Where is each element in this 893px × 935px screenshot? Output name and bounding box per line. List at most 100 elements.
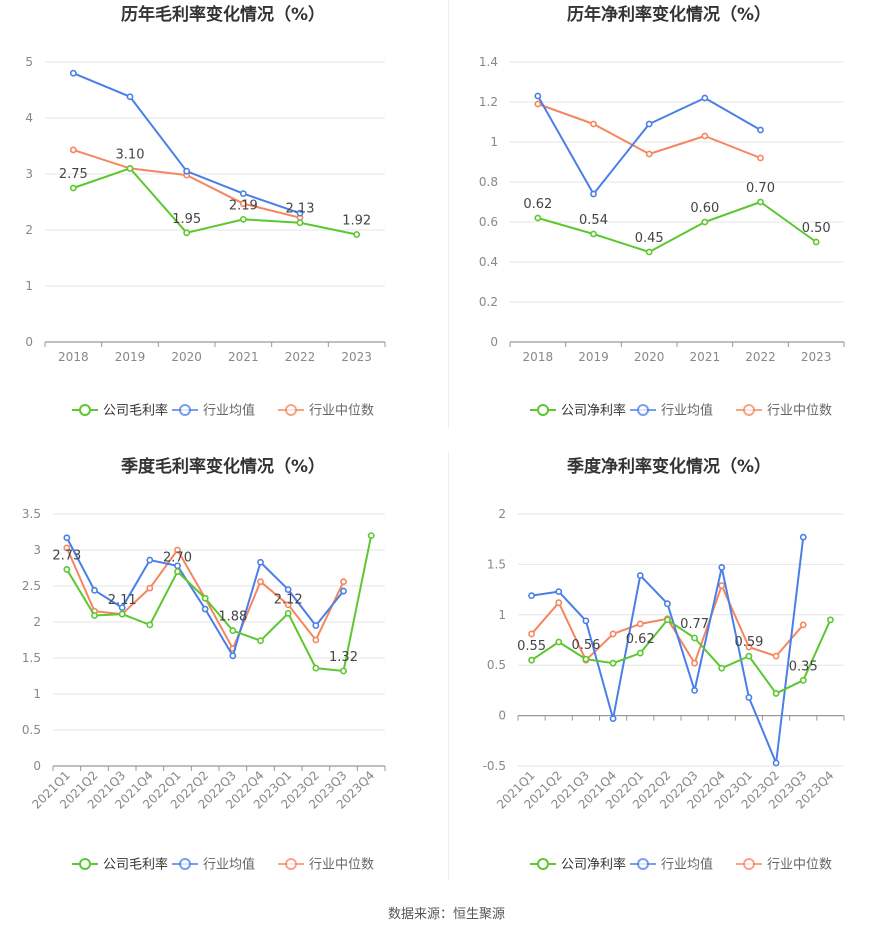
y-tick-label: 2 [33,615,41,629]
data-point [772,652,780,660]
quarterly-net-margin-chart: 季度净利率变化情况（%） -0.5 0 0.5 1 1.5 2 2021Q1 2021Q2 202… [446,452,892,892]
data-label: 2.70 [163,551,192,566]
data-point [757,154,764,162]
y-tick-label: 1.5 [487,557,506,571]
data-point [799,676,807,684]
data-point [664,616,671,624]
legend-swatch-marker [537,404,549,416]
y-tick-label: 0.6 [479,215,498,229]
data-point [340,587,347,595]
data-point [745,694,753,701]
legend-swatch-marker [79,858,91,870]
data-point [69,146,77,154]
data-label: 0.59 [734,635,763,650]
data-label: 1.88 [218,610,247,625]
legend-label: 公司毛利率 [103,403,168,419]
data-point [174,546,181,554]
data-point [636,572,644,579]
legend-swatch-marker [637,404,649,416]
data-point [609,630,617,638]
data-point [757,198,764,206]
data-point [126,93,134,101]
data-label: 0.60 [690,201,719,216]
data-point [609,659,617,667]
data-label: 0.35 [789,659,818,674]
y-tick-label: 3.5 [22,507,41,521]
data-point [312,622,320,629]
data-point [229,627,237,635]
x-tick-label: 2018 [523,350,554,364]
y-tick-label: 0.2 [479,295,498,309]
data-label: 0.62 [626,632,655,647]
y-tick-label: 1.2 [479,95,498,109]
y-tick-label: 3 [25,167,33,181]
y-tick-label: 2.5 [22,579,41,593]
legend-label: 公司净利率 [561,403,626,419]
data-point [555,588,563,596]
series-line [531,618,832,695]
data-point [201,605,209,613]
y-tick-label: 0.5 [22,723,41,737]
data-point [239,190,247,197]
x-tick-label: 2022 [285,350,316,364]
chart-title: 历年净利率变化情况（%） [567,4,771,25]
data-point [91,612,98,619]
y-tick-label: 1.5 [22,651,41,665]
data-point [645,120,653,128]
data-point [284,586,292,593]
data-point [718,582,726,589]
data-point [312,636,320,644]
y-tick-label: 1 [33,687,41,701]
data-label: 0.70 [746,181,775,196]
data-source-note: 数据来源：恒生聚源 [387,907,505,922]
data-point [772,690,780,697]
data-label: 2.11 [108,593,137,608]
data-point [118,604,126,611]
data-point [745,652,753,660]
legend-swatch-marker [285,858,297,870]
data-point [701,94,709,102]
y-tick-label: 0 [498,709,506,723]
data-point [745,643,753,651]
data-point [63,566,71,573]
data-point [799,533,807,541]
data-label: 0.77 [680,617,709,632]
data-point [528,656,535,664]
data-point [590,190,597,198]
x-tick-label: 2022 [745,350,776,364]
data-point [239,215,247,223]
data-point [812,238,820,246]
y-tick-label: 0 [490,335,498,349]
data-label: 0.56 [571,638,600,653]
legend-swatch-marker [537,858,549,870]
data-point [284,601,292,609]
data-point [183,167,191,175]
data-point [645,248,653,256]
y-tick-label: 0.4 [479,255,498,269]
data-point [590,120,597,128]
data-point [201,594,209,602]
data-point [257,637,264,645]
legend-label: 行业均值 [661,857,713,873]
data-point [534,100,542,108]
legend-swatch-marker [743,858,755,870]
data-point [340,667,347,675]
data-point [146,584,154,592]
data-point [340,578,347,586]
data-point [367,532,375,539]
data-label: 1.32 [329,650,358,665]
y-tick-label: 1 [490,135,498,149]
data-point [691,686,698,694]
data-point [257,558,264,566]
y-tick-label: 0.8 [479,175,498,189]
chart-title: 季度毛利率变化情况（%） [121,456,325,477]
annual-gross-margin-chart: 历年毛利率变化情况（%） 0 1 2 3 4 5 2018 2019 2020 2021 2022 20… [0,0,446,440]
annual-gross-margin-chart-svg: 历年毛利率变化情况（%） 0 1 2 3 4 5 2018 2019 2020 2021 2022 20… [25,4,386,419]
chart-title: 季度净利率变化情况（%） [567,456,771,477]
data-point [757,126,764,134]
data-label: 1.95 [172,212,201,227]
x-tick-label: 2023 [341,350,372,364]
chart-title: 历年毛利率变化情况（%） [121,4,325,25]
y-tick-label: -0.5 [483,759,506,773]
quarterly-gross-margin-chart: 季度毛利率变化情况（%） 0 0.5 1 1.5 2 2.5 3 3.5 2021Q1 2021Q2… [0,452,446,892]
